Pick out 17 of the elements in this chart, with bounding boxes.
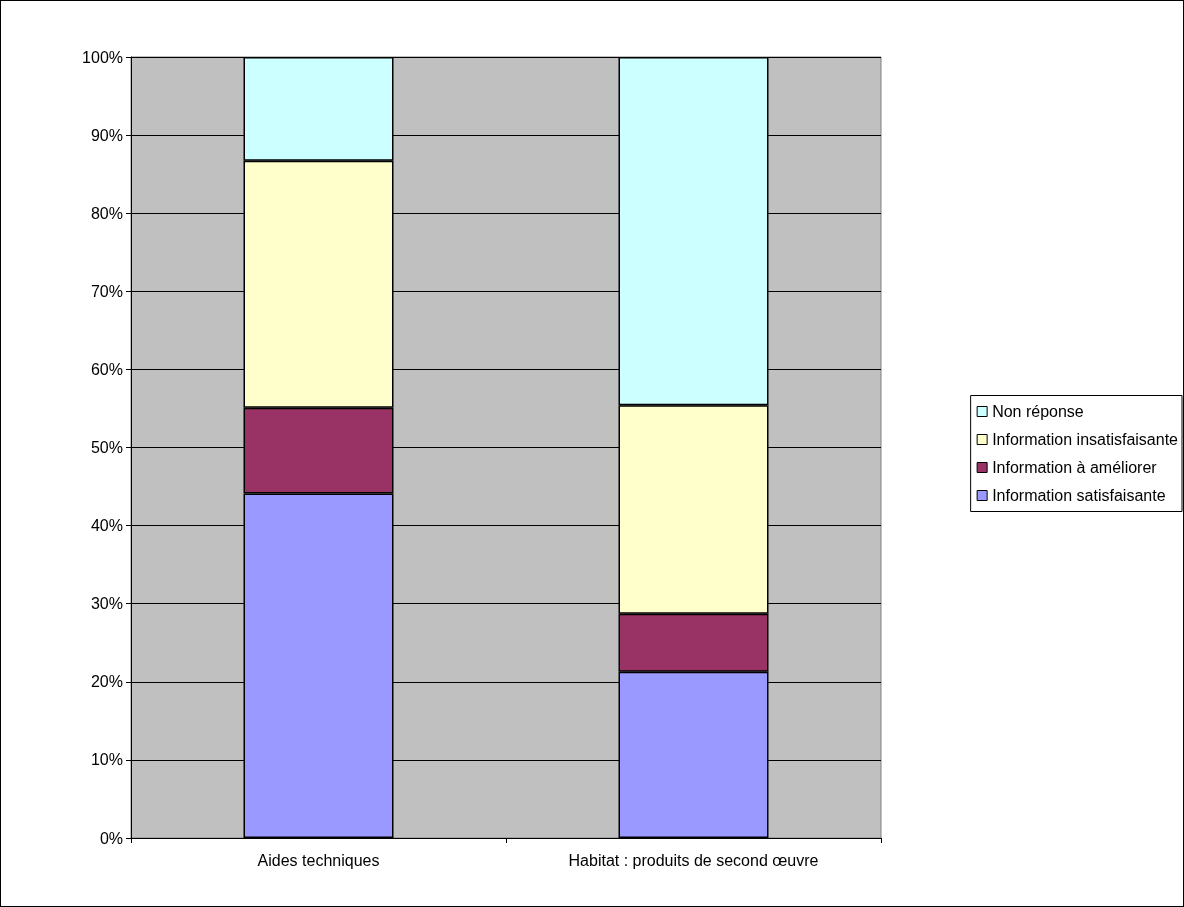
y-tick-label: 10% [90,751,123,769]
x-tick-label: Aides techniques [257,851,380,869]
y-tick-label: 100% [82,48,123,66]
x-tick-label: Habitat : produits de second œuvre [568,851,819,869]
y-tick-label: 40% [90,517,123,535]
legend-label: Non réponse [992,403,1084,420]
y-tick-label: 50% [90,439,123,456]
y-tick-label: 0% [99,829,123,847]
y-tick-label: 30% [90,595,123,613]
y-tick-label: 70% [90,282,123,300]
y-tick-label: 80% [90,204,123,222]
y-tick-label: 20% [90,673,123,691]
y-tick-label: 90% [90,126,123,144]
legend-label: Information insatisfaisante [992,431,1179,448]
y-tick-label: 60% [90,360,123,378]
legend-label: Information à améliorer [992,459,1158,476]
legend-label: Information satisfaisante [992,487,1166,504]
